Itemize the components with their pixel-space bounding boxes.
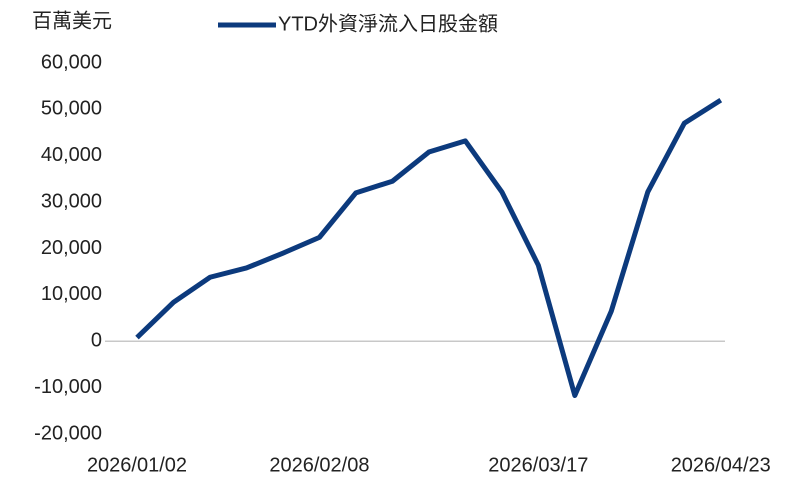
- y-tick-label: -10,000: [34, 376, 102, 398]
- y-tick-label: 60,000: [41, 51, 102, 73]
- x-tick-label: 2026/01/02: [87, 454, 187, 476]
- series-line: [135, 97, 723, 399]
- y-tick-label: 40,000: [41, 144, 102, 166]
- x-tick-label: 2026/04/23: [671, 454, 771, 476]
- y-tick-label: 0: [91, 330, 102, 352]
- y-tick-label: 10,000: [41, 283, 102, 305]
- y-tick-label: 30,000: [41, 190, 102, 212]
- y-tick-label: -20,000: [34, 422, 102, 444]
- legend-label: YTD外資淨流入日股金額: [278, 12, 498, 35]
- unit-label: 百萬美元: [32, 9, 112, 32]
- y-tick-label: 50,000: [41, 98, 102, 120]
- x-tick-label: 2026/03/17: [488, 454, 588, 476]
- y-tick-label: 20,000: [41, 237, 102, 259]
- x-tick-label: 2026/02/08: [269, 454, 369, 476]
